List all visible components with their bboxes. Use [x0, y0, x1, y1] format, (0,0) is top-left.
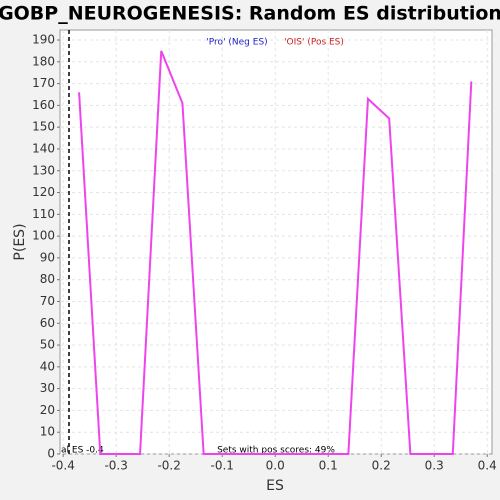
x-axis-label: ES [266, 478, 284, 494]
annotation: Sets with pos scores: 49% [217, 446, 335, 456]
y-tick-label: 40 [40, 359, 55, 373]
x-tick-label: -0.1 [210, 459, 233, 473]
x-tick-label: -0.4 [51, 459, 74, 473]
legend-label: 'OIS' (Pos ES) [284, 38, 344, 48]
y-tick-label: 90 [40, 250, 55, 264]
y-tick-label: 190 [32, 33, 55, 47]
y-tick-label: 30 [40, 381, 55, 395]
y-tick-label: 150 [32, 120, 55, 134]
y-tick-label: 120 [32, 185, 55, 199]
y-tick-label: 70 [40, 294, 55, 308]
y-tick-label: 160 [32, 98, 55, 112]
actual-es-label: al ES -0.4 [61, 446, 104, 456]
x-tick-label: 0.4 [478, 459, 497, 473]
y-tick-label: 130 [32, 163, 55, 177]
y-tick-label: 100 [32, 229, 55, 243]
y-tick-label: 50 [40, 338, 55, 352]
plot-area [59, 29, 493, 455]
x-tick-label: -0.2 [157, 459, 180, 473]
y-tick-label: 110 [32, 207, 55, 221]
x-tick-label: 0.0 [266, 459, 285, 473]
y-tick-label: 170 [32, 76, 55, 90]
y-tick-label: 20 [40, 403, 55, 417]
legend-label: 'Pro' (Neg ES) [206, 38, 267, 48]
y-tick-label: 0 [47, 447, 55, 461]
y-tick-label: 60 [40, 316, 55, 330]
x-tick-label: 0.1 [319, 459, 338, 473]
y-tick-label: 180 [32, 54, 55, 68]
chart-title: GOBP_NEUROGENESIS: Random ES distributio… [0, 3, 500, 25]
y-axis-label: P(ES) [12, 223, 28, 260]
series-line [78, 50, 473, 455]
y-tick-label: 140 [32, 141, 55, 155]
x-tick-label: 0.2 [372, 459, 391, 473]
y-tick-label: 10 [40, 425, 55, 439]
y-tick-label: 80 [40, 272, 55, 286]
x-tick-label: 0.3 [425, 459, 444, 473]
x-tick-label: -0.3 [104, 459, 127, 473]
